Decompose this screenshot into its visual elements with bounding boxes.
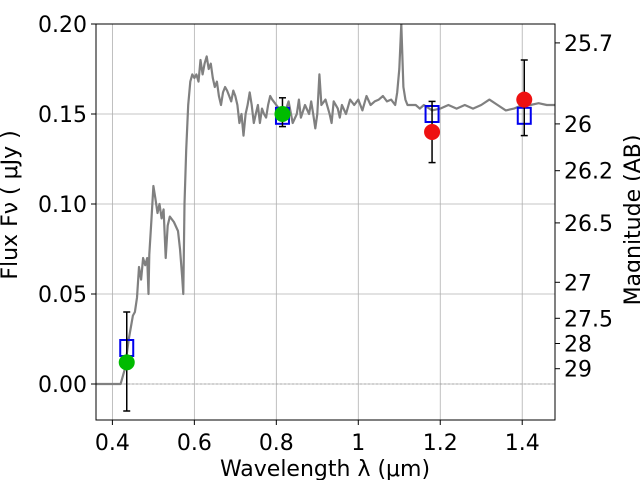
x-tick-label: 1.4	[505, 431, 540, 456]
ticks: 0.4 0.6 0.8 1 1.2 1.4 0.00 0.05 0.10 0.15 0.20 25.7…	[38, 13, 613, 456]
x-axis-title: Wavelength λ (μm)	[220, 457, 430, 480]
observed-point	[516, 91, 533, 108]
right-tick-label: 26	[564, 113, 592, 138]
right-axis-title: Magnitude (AB)	[621, 135, 640, 306]
y-tick-label: 0.20	[38, 13, 87, 38]
right-tick-label: 27	[564, 271, 592, 296]
x-tick-label: 1	[351, 431, 365, 456]
right-tick-label: 26.5	[564, 212, 613, 237]
x-tick-label: 0.8	[259, 431, 294, 456]
plot-area	[96, 24, 555, 412]
y-tick-label: 0.15	[38, 103, 87, 128]
sed-spectrum-line	[96, 24, 555, 386]
right-tick-label: 28	[564, 333, 592, 358]
axes-frame	[95, 23, 556, 421]
x-tick-label: 0.4	[95, 431, 130, 456]
right-tick-label: 29	[564, 358, 592, 383]
y-tick-label: 0.05	[38, 283, 87, 308]
y-tick-label: 0.10	[38, 193, 87, 218]
observed-point	[118, 354, 135, 371]
right-tick-label: 26.2	[564, 160, 613, 185]
observed-point	[424, 124, 441, 140]
x-tick-label: 0.6	[177, 431, 212, 456]
right-tick-label: 25.7	[564, 32, 613, 57]
right-tick-label: 27.5	[564, 307, 613, 332]
y-axis-title: Flux Fν ( μJy )	[0, 130, 23, 279]
observed-point	[274, 106, 291, 122]
x-tick-label: 1.2	[423, 431, 458, 456]
y-tick-label: 0.00	[38, 373, 87, 398]
